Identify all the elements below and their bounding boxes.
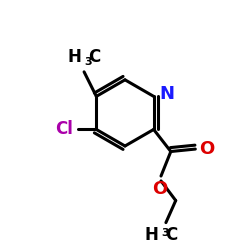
Text: N: N [160,85,175,103]
Text: O: O [199,140,214,158]
Text: Cl: Cl [55,120,73,138]
Text: 3: 3 [161,228,169,238]
Text: H: H [68,48,82,66]
Text: 3: 3 [84,58,92,68]
Text: C: C [165,226,177,244]
Text: C: C [88,48,101,66]
Text: O: O [152,180,168,198]
Text: H: H [145,226,158,244]
